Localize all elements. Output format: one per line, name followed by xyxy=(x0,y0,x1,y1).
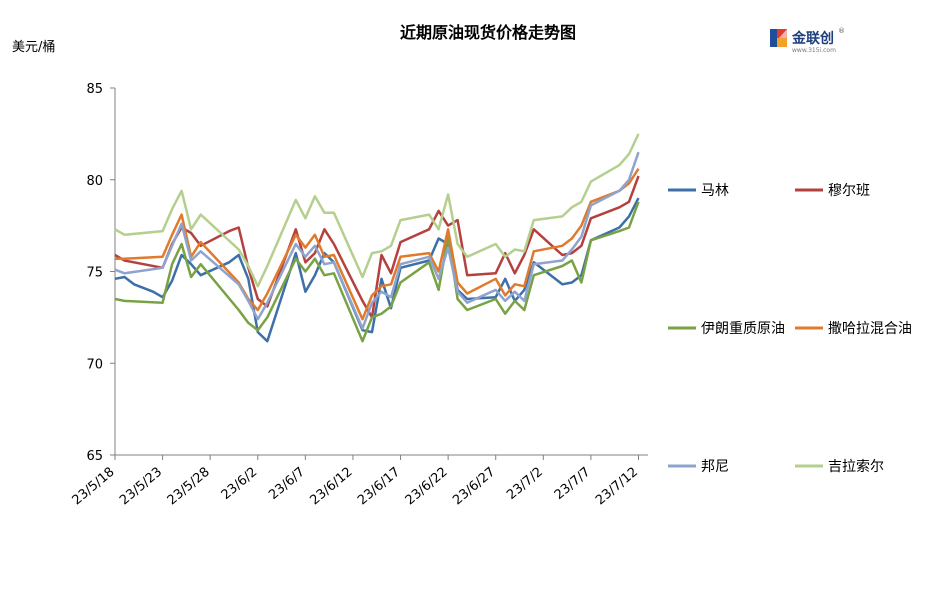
logo-name: 金联创 xyxy=(791,30,834,47)
logo-registered: ® xyxy=(838,27,845,35)
logo-mark-icon xyxy=(770,29,787,47)
x-tick-label: 23/6/27 xyxy=(450,465,498,509)
y-tick-label: 75 xyxy=(86,266,103,281)
legend-label: 吉拉索尔 xyxy=(828,458,884,475)
x-tick-label: 23/5/18 xyxy=(70,465,118,509)
brand-logo: 金联创 ® www.315i.com xyxy=(768,24,888,54)
legend-label: 撒哈拉混合油 xyxy=(828,321,912,337)
legend-label: 邦尼 xyxy=(701,459,729,475)
series-line xyxy=(114,151,640,330)
x-tick-label: 23/7/7 xyxy=(552,465,594,503)
x-tick-label: 23/6/7 xyxy=(266,465,308,503)
x-tick-label: 23/6/2 xyxy=(219,465,261,503)
legend-label: 马林 xyxy=(701,183,729,199)
legend-label: 伊朗重质原油 xyxy=(701,321,785,337)
y-tick-label: 70 xyxy=(86,357,103,372)
y-unit-label: 美元/桶 xyxy=(12,40,55,55)
x-tick-label: 23/7/2 xyxy=(504,465,546,503)
series-line xyxy=(115,168,640,321)
x-tick-label: 23/6/12 xyxy=(307,465,355,509)
x-tick-label: 23/5/23 xyxy=(117,465,165,509)
chart-title: 近期原油现货价格走势图 xyxy=(400,23,576,42)
x-tick-label: 23/6/17 xyxy=(355,465,403,509)
x-tick-label: 23/6/22 xyxy=(403,465,451,509)
series-line xyxy=(114,197,640,343)
legend-label: 穆尔班 xyxy=(828,183,870,199)
logo-site: www.315i.com xyxy=(792,47,836,54)
series-line xyxy=(114,201,640,343)
y-tick-label: 85 xyxy=(86,82,103,97)
y-tick-label: 80 xyxy=(86,174,103,189)
series-line xyxy=(114,133,640,288)
x-tick-label: 23/7/12 xyxy=(593,465,641,509)
x-tick-label: 23/5/28 xyxy=(165,465,213,509)
series-lines xyxy=(114,133,640,343)
y-tick-label: 65 xyxy=(86,449,103,464)
